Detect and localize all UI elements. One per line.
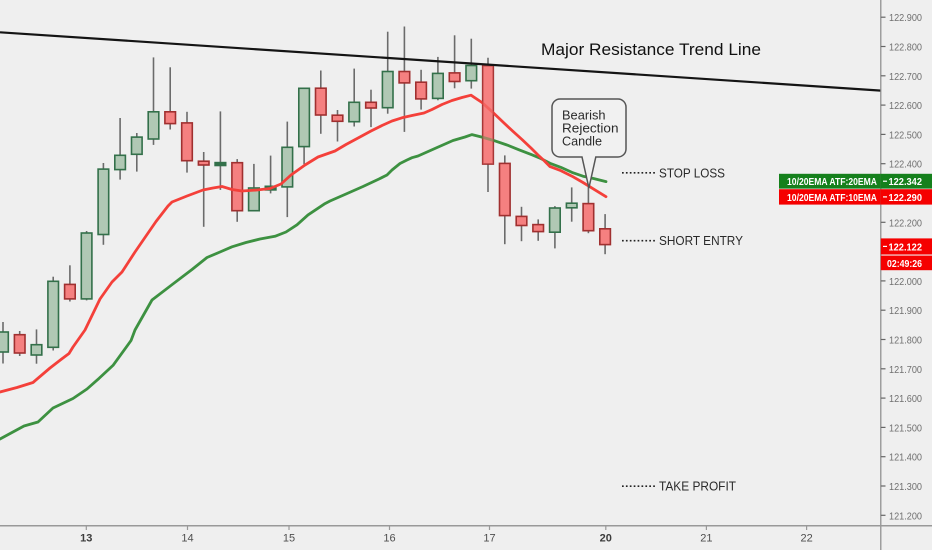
svg-text:121.700: 121.700 <box>889 364 922 376</box>
svg-text:122.500: 122.500 <box>889 129 922 141</box>
svg-text:Bearish: Bearish <box>562 108 606 123</box>
svg-text:TAKE PROFIT: TAKE PROFIT <box>659 479 736 494</box>
svg-text:02:49:26: 02:49:26 <box>887 258 922 270</box>
svg-text:122.400: 122.400 <box>889 159 922 171</box>
svg-text:16: 16 <box>383 533 395 545</box>
svg-text:121.900: 121.900 <box>889 305 922 317</box>
svg-text:122.700: 122.700 <box>889 71 922 83</box>
svg-text:121.500: 121.500 <box>889 422 922 434</box>
svg-text:122.200: 122.200 <box>889 217 922 229</box>
svg-text:122.290: 122.290 <box>889 192 923 204</box>
svg-text:121.400: 121.400 <box>889 452 922 464</box>
svg-text:122.122: 122.122 <box>889 241 923 253</box>
svg-text:Candle: Candle <box>562 134 602 149</box>
svg-text:15: 15 <box>283 533 295 545</box>
svg-text:17: 17 <box>483 533 495 545</box>
svg-text:10/20EMA ATF:20EMA: 10/20EMA ATF:20EMA <box>787 176 877 188</box>
svg-text:21: 21 <box>700 533 712 545</box>
svg-text:Rejection: Rejection <box>562 121 619 136</box>
svg-text:122.800: 122.800 <box>889 42 922 54</box>
svg-text:13: 13 <box>80 533 92 545</box>
svg-text:121.300: 121.300 <box>889 481 922 493</box>
svg-text:121.800: 121.800 <box>889 335 922 347</box>
svg-text:10/20EMA ATF:10EMA: 10/20EMA ATF:10EMA <box>787 192 877 204</box>
svg-text:121.200: 121.200 <box>889 510 922 522</box>
svg-text:121.600: 121.600 <box>889 393 922 405</box>
svg-text:SHORT ENTRY: SHORT ENTRY <box>659 233 743 248</box>
svg-text:122.000: 122.000 <box>889 276 922 288</box>
svg-text:14: 14 <box>181 533 193 545</box>
svg-text:122.600: 122.600 <box>889 100 922 112</box>
svg-text:Major Resistance Trend Line: Major Resistance Trend Line <box>541 40 761 59</box>
svg-text:20: 20 <box>600 533 612 545</box>
svg-text:122.900: 122.900 <box>889 12 922 24</box>
svg-text:122.342: 122.342 <box>889 176 923 188</box>
svg-text:STOP LOSS: STOP LOSS <box>659 165 725 180</box>
svg-text:22: 22 <box>800 533 812 545</box>
